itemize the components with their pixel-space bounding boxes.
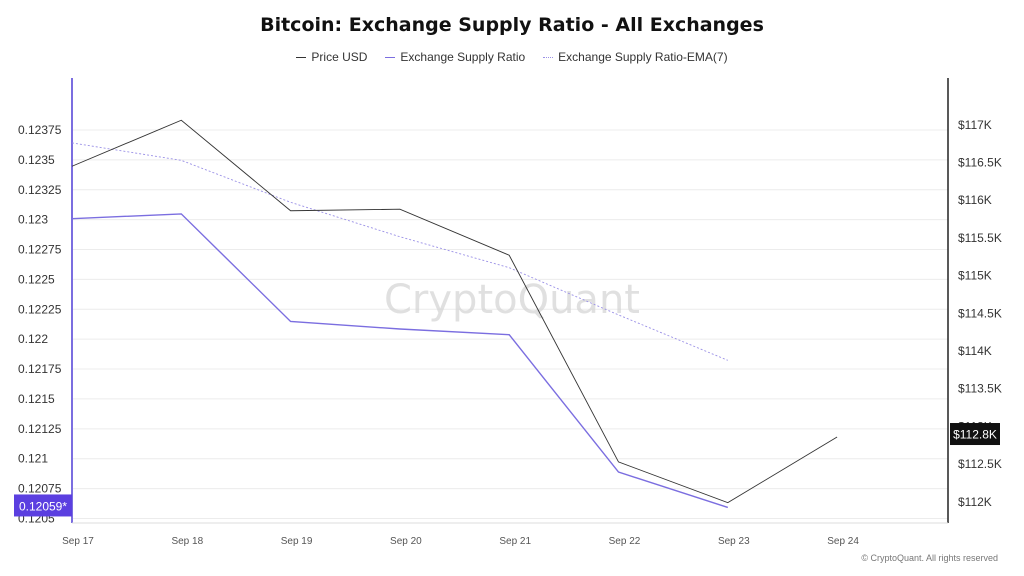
left-axis-tick-label: 0.121 bbox=[18, 452, 48, 466]
left-axis-tick-label: 0.12375 bbox=[18, 123, 62, 137]
right-axis-tick-label: $113.5K bbox=[958, 382, 1002, 396]
right-axis-tick-label: $115.5K bbox=[958, 231, 1002, 245]
x-axis-ticks: Sep 17 Sep 18 Sep 19 Sep 20 Sep 21 Sep 22 Sep … bbox=[62, 536, 859, 547]
legend: Price USD Exchange Supply Ratio Exchange… bbox=[0, 50, 1024, 64]
right-value-badge-text: $112.8K bbox=[953, 428, 997, 442]
x-axis-tick-label: Sep 19 bbox=[281, 536, 313, 547]
x-axis-tick-label: Sep 17 bbox=[62, 536, 94, 547]
x-axis-tick-label: Sep 23 bbox=[718, 536, 750, 547]
legend-swatch-price bbox=[296, 56, 307, 58]
grid bbox=[72, 129, 948, 519]
legend-item-ema[interactable]: Exchange Supply Ratio-EMA(7) bbox=[543, 50, 728, 64]
right-axis-tick-label: $112.5K bbox=[958, 457, 1002, 471]
left-axis-tick-label: 0.12175 bbox=[18, 362, 62, 376]
right-axis-tick-label: $116K bbox=[958, 193, 992, 207]
left-axis-tick-label: 0.12225 bbox=[18, 302, 62, 316]
left-axis-tick-label: 0.1225 bbox=[18, 272, 55, 286]
left-value-badge-text: 0.12059* bbox=[19, 499, 67, 513]
x-axis-tick-label: Sep 21 bbox=[499, 536, 531, 547]
chart-title: Bitcoin: Exchange Supply Ratio - All Exc… bbox=[260, 14, 764, 36]
left-axis-tick-label: 0.12275 bbox=[18, 243, 62, 257]
value-badges: 0.12059* $112.8K bbox=[14, 423, 1000, 517]
right-axis-tick-label: $117K bbox=[958, 118, 992, 132]
right-value-badge bbox=[950, 423, 1000, 446]
price-line bbox=[71, 119, 838, 504]
left-axis-tick-label: 0.1215 bbox=[18, 392, 55, 406]
left-axis-ticks: 0.12375 0.1235 0.12325 0.123 0.12275 0.1225 0.… bbox=[18, 123, 62, 525]
right-axis-tick-label: $115K bbox=[958, 269, 992, 283]
left-value-badge bbox=[14, 494, 72, 517]
right-axis-tick-label: $112K bbox=[958, 495, 992, 509]
x-axis-tick-label: Sep 20 bbox=[390, 536, 422, 547]
axes bbox=[71, 78, 949, 524]
exchange-supply-ratio-line bbox=[71, 213, 729, 509]
left-axis-tick-label: 0.122 bbox=[18, 332, 48, 346]
x-axis-tick-label: Sep 22 bbox=[609, 536, 641, 547]
legend-label-ratio: Exchange Supply Ratio bbox=[400, 50, 526, 64]
ema-line bbox=[71, 142, 728, 361]
right-axis-ticks: $117K $116.5K $116K $115.5K $115K $114.5K $114… bbox=[958, 118, 1002, 509]
watermark: CryptoQuant bbox=[384, 277, 640, 323]
legend-label-price: Price USD bbox=[311, 50, 368, 64]
legend-swatch-ratio bbox=[385, 56, 396, 58]
right-axis-tick-label: $114K bbox=[958, 344, 992, 358]
x-axis-tick-label: Sep 24 bbox=[827, 536, 859, 547]
legend-swatch-ema bbox=[543, 56, 554, 58]
legend-item-ratio[interactable]: Exchange Supply Ratio bbox=[385, 50, 525, 64]
copyright-footer: © CryptoQuant. All rights reserved bbox=[861, 553, 998, 563]
legend-label-ema: Exchange Supply Ratio-EMA(7) bbox=[558, 50, 728, 64]
series-lines bbox=[71, 119, 838, 509]
left-axis-tick-label: 0.12075 bbox=[18, 482, 62, 496]
left-axis-tick-label: 0.1235 bbox=[18, 153, 55, 167]
left-axis-tick-label: 0.12125 bbox=[18, 422, 62, 436]
left-axis-tick-label: 0.12325 bbox=[18, 183, 62, 197]
x-axis-tick-label: Sep 18 bbox=[171, 536, 203, 547]
right-axis-tick-label: $114.5K bbox=[958, 306, 1002, 320]
right-axis-tick-label: $116.5K bbox=[958, 155, 1002, 169]
left-axis-tick-label: 0.123 bbox=[18, 213, 48, 227]
legend-item-price[interactable]: Price USD bbox=[296, 50, 367, 64]
